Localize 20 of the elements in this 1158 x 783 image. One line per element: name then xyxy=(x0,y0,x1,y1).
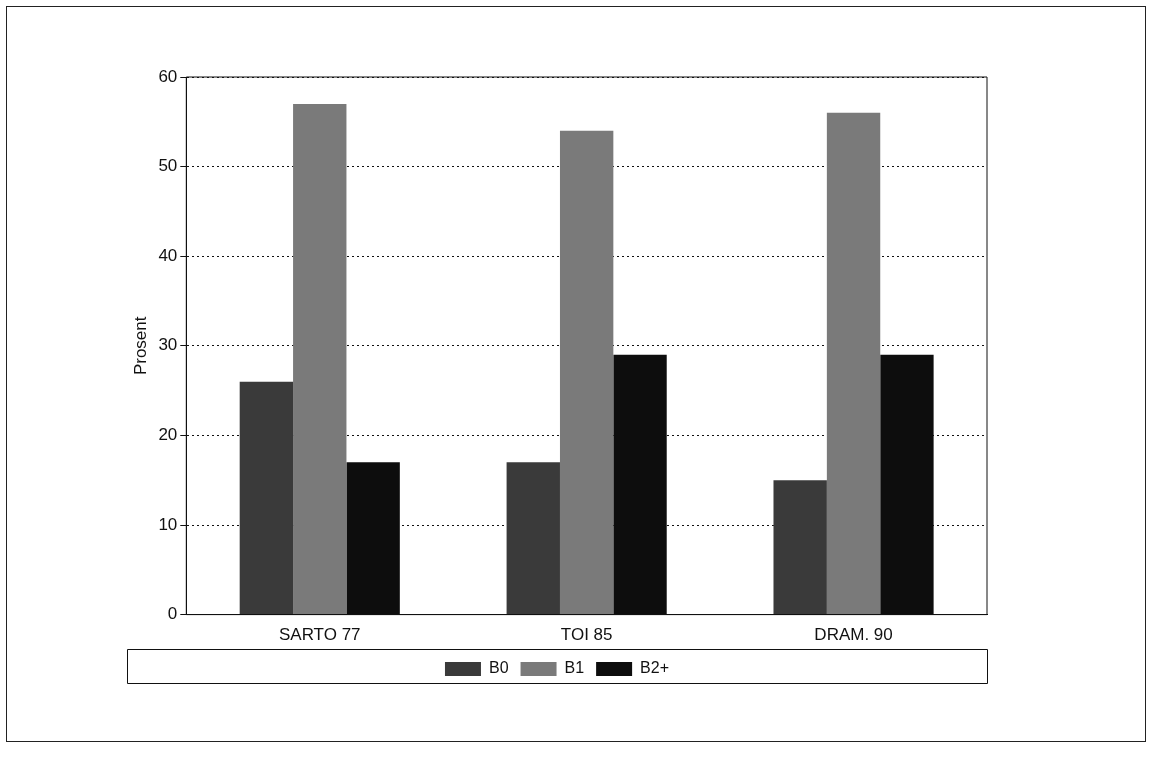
x-tick-label: TOI 85 xyxy=(560,625,613,645)
y-axis-title: Prosent xyxy=(130,316,150,376)
y-tick-label: 30 xyxy=(158,335,178,355)
y-tick-label: 0 xyxy=(167,604,178,624)
bar xyxy=(773,480,827,615)
legend-label: B2+ xyxy=(640,659,670,677)
bar xyxy=(826,112,881,615)
legend-label: B0 xyxy=(488,659,509,677)
legend-label: B1 xyxy=(564,659,585,677)
y-tick-label: 10 xyxy=(158,514,178,534)
y-tick-label: 60 xyxy=(158,66,178,86)
bar xyxy=(239,381,294,615)
bar xyxy=(506,462,560,615)
bar xyxy=(293,103,347,615)
y-tick-label: 40 xyxy=(158,245,178,265)
y-tick-label: 50 xyxy=(158,156,178,176)
x-tick-label: SARTO 77 xyxy=(278,625,361,645)
x-tick-label: DRAM. 90 xyxy=(814,625,893,645)
y-tick-label: 20 xyxy=(158,425,178,445)
bar xyxy=(559,130,614,615)
